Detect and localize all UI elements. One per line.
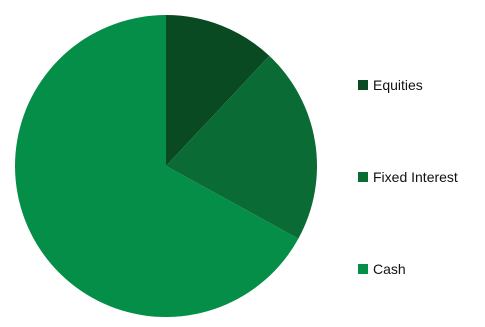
legend: Equities Fixed Interest Cash	[358, 77, 458, 277]
pie-slice-cash	[15, 15, 299, 317]
pie-slice-fixed-interest	[166, 55, 317, 239]
legend-label-equities: Equities	[373, 77, 423, 93]
legend-label-fixed-interest: Fixed Interest	[373, 169, 458, 185]
legend-swatch-equities	[358, 80, 368, 90]
legend-swatch-fixed-interest	[358, 172, 368, 182]
pie-slice-equities	[166, 15, 270, 166]
pie-slices	[15, 15, 317, 317]
legend-label-cash: Cash	[373, 261, 406, 277]
legend-swatch-cash	[358, 264, 368, 274]
